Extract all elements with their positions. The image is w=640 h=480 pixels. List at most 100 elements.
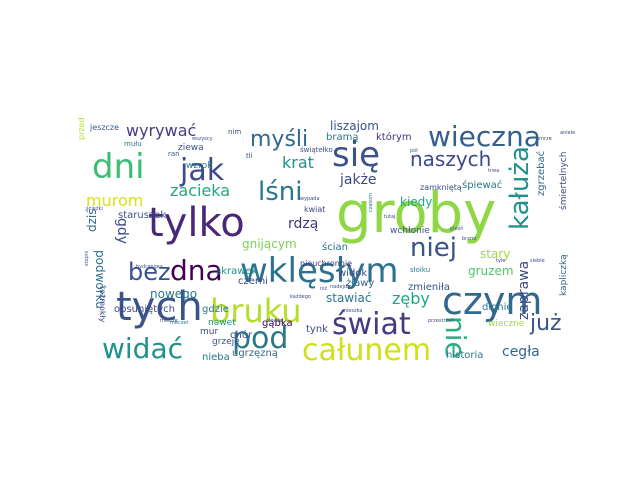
word: mieszka xyxy=(342,308,362,314)
word: mułu xyxy=(124,140,142,148)
word: chór xyxy=(230,329,253,341)
word: rdzą xyxy=(288,216,318,232)
word: przed xyxy=(77,117,86,140)
word: nieuchronnie xyxy=(300,259,352,268)
word: zmieniła xyxy=(408,282,450,293)
word: gąbka xyxy=(262,318,293,329)
word: pieśń xyxy=(450,225,463,232)
word: ziewa xyxy=(178,143,204,153)
word: grzeje xyxy=(212,337,240,347)
word: wyrywać xyxy=(126,121,196,140)
word: tutaj xyxy=(384,214,396,220)
word: nowego xyxy=(150,287,197,301)
word: jeszcze xyxy=(89,123,119,132)
word: stary xyxy=(480,247,510,261)
word: bramą xyxy=(326,132,358,143)
word: całunem xyxy=(302,333,431,368)
word: bruku xyxy=(210,292,302,330)
word: wszyscy xyxy=(192,136,213,142)
word: bez xyxy=(128,258,171,286)
word: gdy xyxy=(114,218,130,244)
word: miecze xyxy=(160,318,178,324)
word: żławy xyxy=(346,278,374,289)
word: meczet xyxy=(170,320,188,326)
word: nadejdą xyxy=(330,284,350,290)
word: wzrok xyxy=(186,161,213,171)
word: tli xyxy=(246,152,253,160)
word: zaprawa xyxy=(516,261,532,320)
word: gdzie xyxy=(202,304,229,315)
word: dni xyxy=(92,147,145,187)
word: się xyxy=(332,135,380,175)
word: tych xyxy=(116,284,203,330)
word: zgrzebać xyxy=(535,151,547,196)
word: historia xyxy=(446,350,483,361)
word: wypada xyxy=(300,196,320,202)
word: hydrangea xyxy=(136,264,163,270)
word: liszajom xyxy=(330,119,379,133)
word: tyle xyxy=(496,258,505,264)
word: śmiertelnych xyxy=(558,152,569,210)
word: dna xyxy=(170,254,223,287)
word: dłonie xyxy=(482,302,513,313)
word: każdego xyxy=(290,294,311,300)
word: wieczne xyxy=(488,319,525,329)
word: stopni xyxy=(84,251,90,266)
word: jak xyxy=(179,153,225,188)
word: zęby xyxy=(392,289,430,308)
word: murom xyxy=(86,191,143,210)
word: czerni xyxy=(238,276,268,287)
word: świątełko xyxy=(300,146,333,154)
word: lśni xyxy=(258,177,302,207)
word: gnijącym xyxy=(242,237,297,251)
word: nawet xyxy=(208,318,236,328)
word: dziś xyxy=(85,208,99,232)
word: zacieka xyxy=(170,181,230,200)
word: czym xyxy=(442,279,542,323)
word: widok xyxy=(338,268,367,279)
word: pod xyxy=(232,321,288,356)
word: trwa xyxy=(488,168,499,174)
word: umrze xyxy=(536,136,552,142)
word: śpiewać xyxy=(462,179,502,191)
word: gruzem xyxy=(468,264,514,278)
word: wklęsłym xyxy=(240,251,398,291)
word: tynk xyxy=(306,324,328,335)
word: krat xyxy=(282,153,314,172)
word: naszych xyxy=(410,147,491,171)
word: siebie xyxy=(530,258,545,264)
word: ścieżki xyxy=(86,205,103,212)
word: groby xyxy=(336,181,496,246)
word: już xyxy=(529,311,562,336)
word: skrawek xyxy=(216,266,258,277)
word: ołowiej xyxy=(266,318,283,324)
word: widać xyxy=(102,332,183,365)
word: stawiać xyxy=(326,291,371,305)
word: słoiku xyxy=(410,266,430,274)
word: podwórku xyxy=(93,250,107,309)
word: staruszek xyxy=(118,210,166,221)
word: myśli xyxy=(250,127,308,152)
word: jakże xyxy=(339,172,377,188)
word: kałuża xyxy=(505,146,535,230)
word: wchłonie xyxy=(390,226,430,236)
word: nieba xyxy=(202,352,230,363)
word: kiedy xyxy=(400,195,432,209)
word: zamkniętą xyxy=(420,183,462,192)
word: aniele xyxy=(560,130,575,136)
word: pół xyxy=(410,147,418,154)
word: cegła xyxy=(502,344,540,360)
word: brzmi xyxy=(462,236,476,242)
word: kapliczką xyxy=(559,254,569,296)
word: obsuniętych xyxy=(114,304,175,315)
word: mur xyxy=(200,327,218,337)
word: niej xyxy=(410,233,457,263)
word: świat xyxy=(332,307,411,342)
word: niż xyxy=(320,286,328,292)
word: czasom xyxy=(368,193,374,212)
word: ugrzęzną xyxy=(232,348,278,359)
word: rozmokły xyxy=(98,286,107,323)
word: którym xyxy=(376,131,412,143)
